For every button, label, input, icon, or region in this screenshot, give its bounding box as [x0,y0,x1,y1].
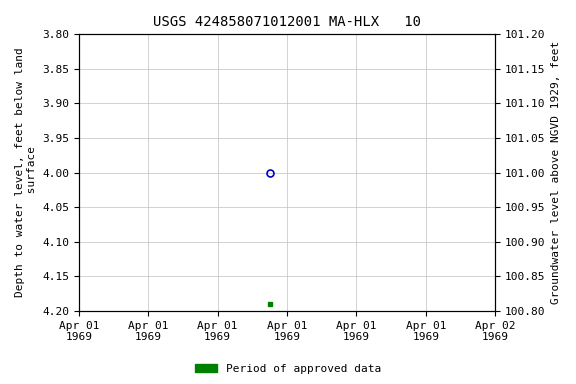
Y-axis label: Groundwater level above NGVD 1929, feet: Groundwater level above NGVD 1929, feet [551,41,561,304]
Y-axis label: Depth to water level, feet below land
 surface: Depth to water level, feet below land su… [15,48,37,298]
Title: USGS 424858071012001 MA-HLX   10: USGS 424858071012001 MA-HLX 10 [153,15,421,29]
Legend: Period of approved data: Period of approved data [191,359,385,379]
